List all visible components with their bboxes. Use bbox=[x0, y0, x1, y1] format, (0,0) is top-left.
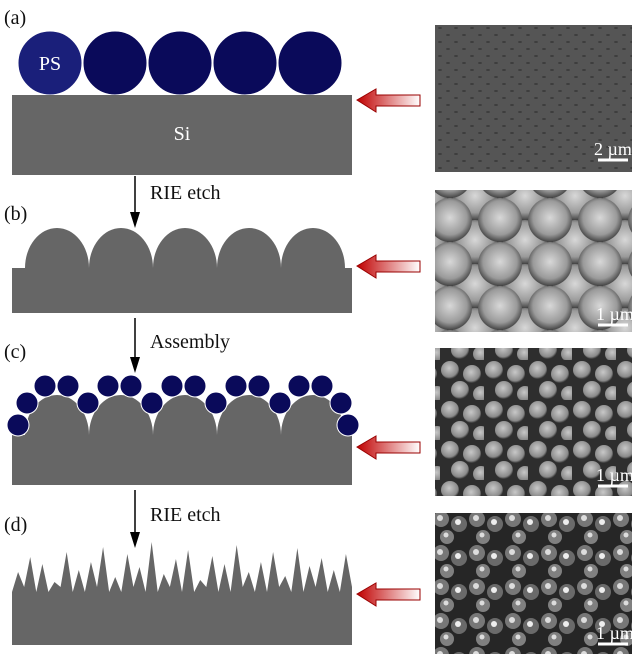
ps-label: PS bbox=[39, 53, 61, 75]
ps-spheres bbox=[18, 31, 342, 95]
panel-label: (c) bbox=[4, 341, 26, 363]
scale-bar-label: 1 µm bbox=[596, 304, 634, 324]
panel-label: (d) bbox=[4, 514, 27, 536]
domed-substrate bbox=[12, 228, 352, 313]
panel-label: (b) bbox=[4, 203, 27, 225]
scale-bar-label: 2 µm bbox=[594, 139, 632, 159]
scale-bar-label: 1 µm bbox=[596, 465, 634, 485]
step-label: RIE etch bbox=[150, 182, 221, 204]
si-label: Si bbox=[174, 123, 191, 145]
domed-substrate bbox=[12, 395, 352, 485]
step-label: RIE etch bbox=[150, 504, 221, 526]
spiked-substrate bbox=[12, 542, 352, 645]
red-arrows bbox=[357, 89, 420, 606]
scale-bar-label: 1 µm bbox=[596, 623, 634, 643]
step-label: Assembly bbox=[150, 331, 230, 353]
figure: (a) PS Si RIE etch Assembly RIE etch (b)… bbox=[0, 0, 635, 656]
panel-label: (a) bbox=[4, 7, 26, 29]
